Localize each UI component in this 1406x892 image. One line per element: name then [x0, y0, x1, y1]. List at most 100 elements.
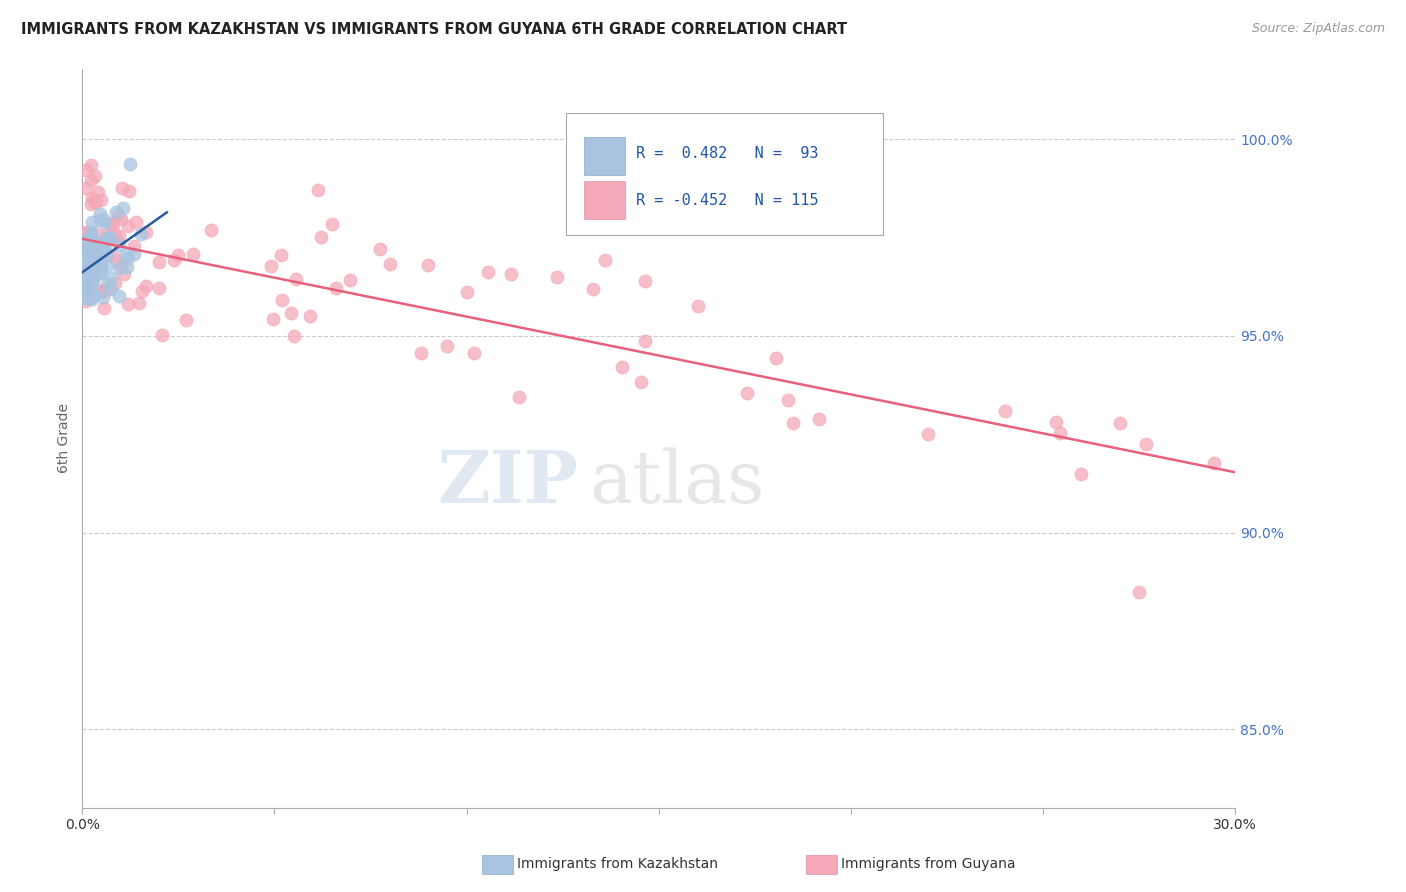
- Point: [100, 271, 122, 285]
- Point: [271, 293, 294, 308]
- Point: [80, 238, 103, 252]
- Point: [94, 235, 117, 250]
- Point: [96, 231, 118, 245]
- Point: [634, 274, 657, 288]
- Point: [107, 237, 129, 252]
- Point: [309, 230, 332, 244]
- Point: [477, 265, 499, 279]
- Point: [87, 185, 110, 199]
- Point: [79, 244, 101, 259]
- Point: [307, 183, 329, 197]
- Text: R = -0.452   N = 115: R = -0.452 N = 115: [636, 193, 818, 208]
- Point: [76, 245, 98, 260]
- Point: [73, 263, 96, 277]
- Point: [77, 287, 100, 301]
- Text: Immigrants from Guyana: Immigrants from Guyana: [841, 857, 1015, 871]
- Point: [86, 227, 108, 241]
- Point: [94, 244, 117, 258]
- Point: [79, 286, 101, 301]
- Point: [1070, 467, 1092, 481]
- Point: [112, 201, 135, 215]
- Point: [547, 270, 569, 285]
- Point: [93, 301, 115, 316]
- Point: [80, 158, 103, 172]
- Point: [96, 247, 118, 261]
- Point: [117, 251, 139, 265]
- Point: [79, 267, 101, 281]
- Point: [117, 185, 139, 199]
- Point: [75, 294, 97, 309]
- Point: [174, 313, 197, 327]
- Point: [80, 272, 103, 286]
- Point: [135, 279, 157, 293]
- Text: ZIP: ZIP: [437, 447, 578, 518]
- Point: [105, 252, 128, 267]
- Point: [76, 273, 98, 287]
- Point: [75, 227, 97, 241]
- Point: [75, 276, 97, 290]
- Point: [122, 239, 145, 253]
- Point: [321, 217, 343, 231]
- Point: [75, 274, 97, 288]
- Point: [128, 295, 150, 310]
- Point: [270, 247, 292, 261]
- Point: [262, 312, 284, 326]
- Point: [91, 285, 114, 299]
- FancyBboxPatch shape: [583, 181, 626, 219]
- Point: [91, 283, 114, 297]
- Point: [96, 259, 118, 273]
- Point: [77, 260, 100, 275]
- Point: [125, 215, 148, 229]
- Point: [83, 288, 105, 302]
- Point: [110, 258, 132, 272]
- Point: [114, 267, 136, 281]
- Point: [1135, 437, 1157, 451]
- Point: [82, 288, 104, 302]
- Point: [409, 346, 432, 360]
- Point: [83, 235, 105, 249]
- Point: [285, 272, 308, 286]
- Point: [735, 385, 758, 400]
- Point: [135, 225, 157, 239]
- Point: [84, 265, 107, 279]
- Point: [686, 298, 709, 312]
- Point: [73, 233, 96, 247]
- Point: [75, 242, 97, 256]
- Point: [75, 266, 97, 280]
- Point: [120, 157, 142, 171]
- Point: [82, 272, 104, 286]
- Point: [105, 234, 128, 248]
- Point: [83, 268, 105, 283]
- Point: [993, 403, 1015, 417]
- Point: [84, 169, 107, 183]
- Point: [75, 245, 97, 260]
- Point: [167, 248, 190, 262]
- Text: R =  0.482   N =  93: R = 0.482 N = 93: [636, 146, 818, 161]
- Point: [91, 252, 114, 267]
- Point: [87, 247, 110, 261]
- Point: [80, 215, 103, 229]
- Point: [107, 208, 129, 222]
- Point: [79, 290, 101, 304]
- Point: [77, 268, 100, 283]
- Point: [1202, 456, 1225, 470]
- Point: [73, 259, 96, 273]
- Point: [75, 285, 97, 299]
- Point: [90, 259, 112, 273]
- Point: [79, 268, 101, 283]
- FancyBboxPatch shape: [567, 113, 883, 235]
- Point: [436, 339, 458, 353]
- Point: [91, 289, 114, 303]
- Point: [111, 181, 134, 195]
- Point: [80, 265, 103, 279]
- Point: [77, 244, 100, 259]
- Text: Immigrants from Kazakhstan: Immigrants from Kazakhstan: [517, 857, 718, 871]
- Point: [73, 277, 96, 291]
- Point: [80, 227, 103, 241]
- Point: [163, 252, 186, 267]
- Point: [129, 227, 152, 242]
- Point: [80, 277, 103, 291]
- Point: [380, 257, 402, 271]
- Point: [117, 297, 139, 311]
- Point: [776, 392, 799, 407]
